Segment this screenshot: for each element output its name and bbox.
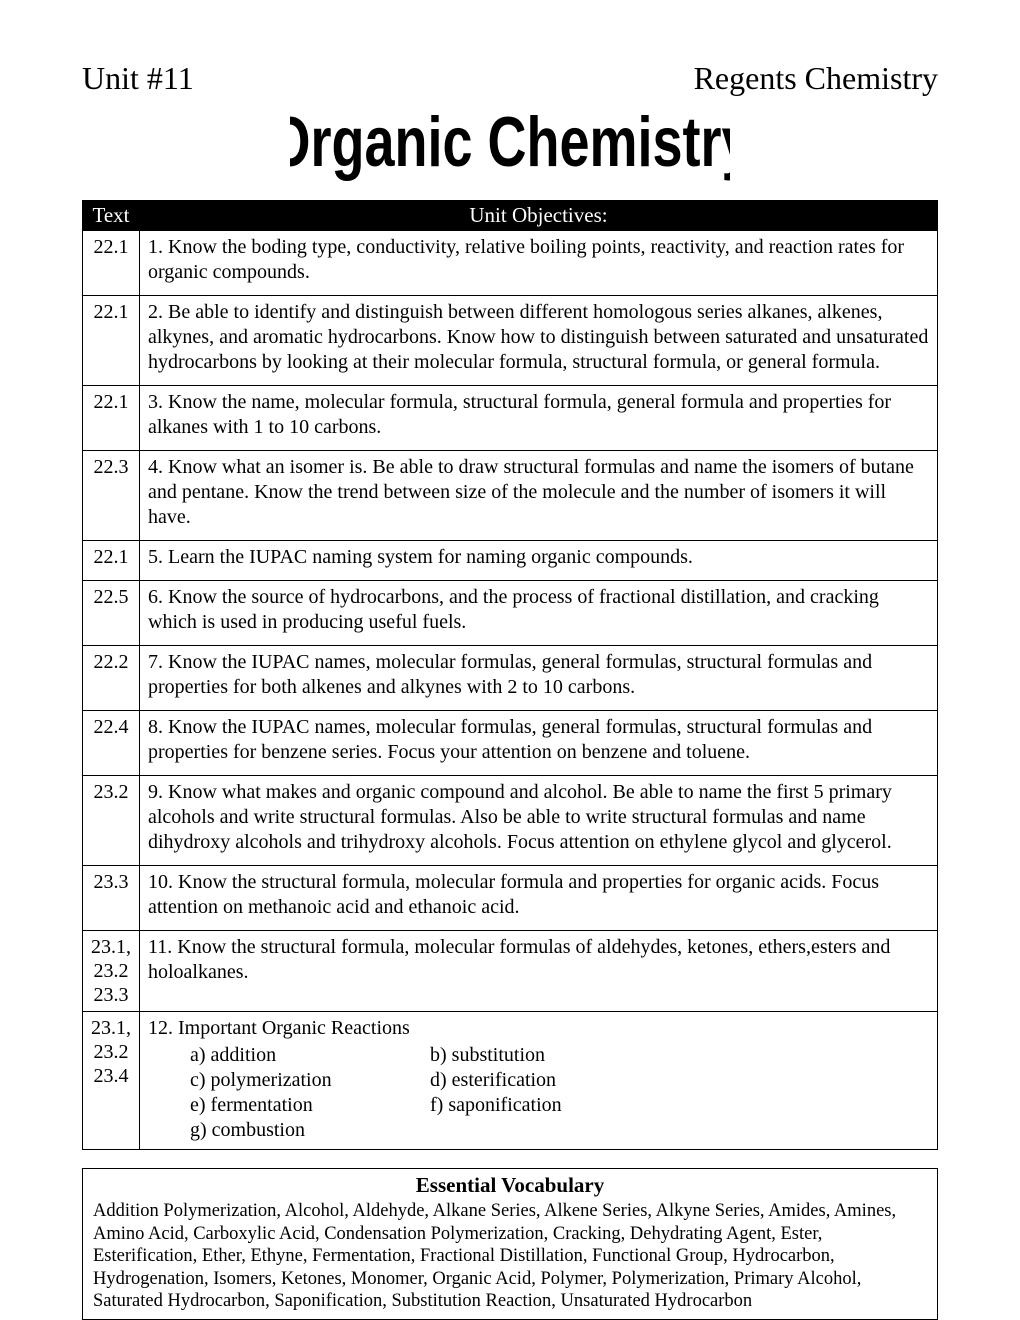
objective-cell: 12. Important Organic Reactionsa) additi… (140, 1012, 938, 1150)
reactions-title: 12. Important Organic Reactions (148, 1016, 929, 1041)
text-ref-cell: 22.1 (83, 541, 140, 581)
title-wordart: Organic Chemistry (290, 101, 730, 185)
objective-cell: 1. Know the boding type, conductivity, r… (140, 231, 938, 296)
reaction-item: b) substitution (430, 1043, 545, 1068)
table-header-row: Text Unit Objectives: (83, 201, 938, 231)
objective-cell: 6. Know the source of hydrocarbons, and … (140, 581, 938, 646)
objective-cell: 2. Be able to identify and distinguish b… (140, 296, 938, 386)
table-row: 22.56. Know the source of hydrocarbons, … (83, 581, 938, 646)
table-row: 22.34. Know what an isomer is. Be able t… (83, 451, 938, 541)
reaction-item: f) saponification (430, 1093, 562, 1118)
objectives-table: Text Unit Objectives: 22.11. Know the bo… (82, 200, 938, 1150)
reactions-row: g) combustion (190, 1118, 929, 1143)
text-ref-cell: 23.2 (83, 776, 140, 866)
col-header-text: Text (83, 201, 140, 231)
header-row: Unit #11 Regents Chemistry (82, 60, 938, 97)
text-ref-cell: 22.1 (83, 296, 140, 386)
text-ref-cell: 22.1 (83, 231, 140, 296)
reactions-row: c) polymerizationd) esterification (190, 1068, 929, 1093)
table-row: 22.15. Learn the IUPAC naming system for… (83, 541, 938, 581)
objective-cell: 5. Learn the IUPAC naming system for nam… (140, 541, 938, 581)
vocab-box: Essential Vocabulary Addition Polymeriza… (82, 1168, 938, 1320)
title-text: Organic Chemistry (290, 103, 730, 181)
reaction-item: g) combustion (190, 1118, 430, 1143)
text-ref-cell: 23.3 (83, 866, 140, 931)
table-row: 23.310. Know the structural formula, mol… (83, 866, 938, 931)
unit-label: Unit #11 (82, 60, 194, 97)
table-row: 23.1, 23.2 23.311. Know the structural f… (83, 931, 938, 1012)
objective-cell: 10. Know the structural formula, molecul… (140, 866, 938, 931)
title-block: Organic Chemistry (82, 101, 938, 190)
objective-cell: 11. Know the structural formula, molecul… (140, 931, 938, 1012)
reaction-item: e) fermentation (190, 1093, 430, 1118)
table-row: 22.13. Know the name, molecular formula,… (83, 386, 938, 451)
text-ref-cell: 23.1, 23.2 23.3 (83, 931, 140, 1012)
reaction-item: a) addition (190, 1043, 430, 1068)
objective-cell: 4. Know what an isomer is. Be able to dr… (140, 451, 938, 541)
text-ref-cell: 22.2 (83, 646, 140, 711)
objective-cell: 9. Know what makes and organic compound … (140, 776, 938, 866)
text-ref-cell: 22.3 (83, 451, 140, 541)
table-row: 22.11. Know the boding type, conductivit… (83, 231, 938, 296)
table-row: 22.48. Know the IUPAC names, molecular f… (83, 711, 938, 776)
text-ref-cell: 23.1, 23.2 23.4 (83, 1012, 140, 1150)
objective-cell: 7. Know the IUPAC names, molecular formu… (140, 646, 938, 711)
reactions-row: a) additionb) substitution (190, 1043, 929, 1068)
table-row: 22.12. Be able to identify and distingui… (83, 296, 938, 386)
text-ref-cell: 22.1 (83, 386, 140, 451)
course-label: Regents Chemistry (694, 60, 938, 97)
vocab-title: Essential Vocabulary (93, 1173, 927, 1198)
vocab-body: Addition Polymerization, Alcohol, Aldehy… (93, 1200, 927, 1313)
reactions-list: a) additionb) substitutionc) polymerizat… (190, 1043, 929, 1143)
reaction-item: c) polymerization (190, 1068, 430, 1093)
objective-cell: 3. Know the name, molecular formula, str… (140, 386, 938, 451)
reaction-item: d) esterification (430, 1068, 556, 1093)
text-ref-cell: 22.4 (83, 711, 140, 776)
table-row: 23.29. Know what makes and organic compo… (83, 776, 938, 866)
col-header-objectives: Unit Objectives: (140, 201, 938, 231)
reactions-row: e) fermentationf) saponification (190, 1093, 929, 1118)
table-row: 22.27. Know the IUPAC names, molecular f… (83, 646, 938, 711)
text-ref-cell: 22.5 (83, 581, 140, 646)
objective-cell: 8. Know the IUPAC names, molecular formu… (140, 711, 938, 776)
table-row: 23.1, 23.2 23.412. Important Organic Rea… (83, 1012, 938, 1150)
